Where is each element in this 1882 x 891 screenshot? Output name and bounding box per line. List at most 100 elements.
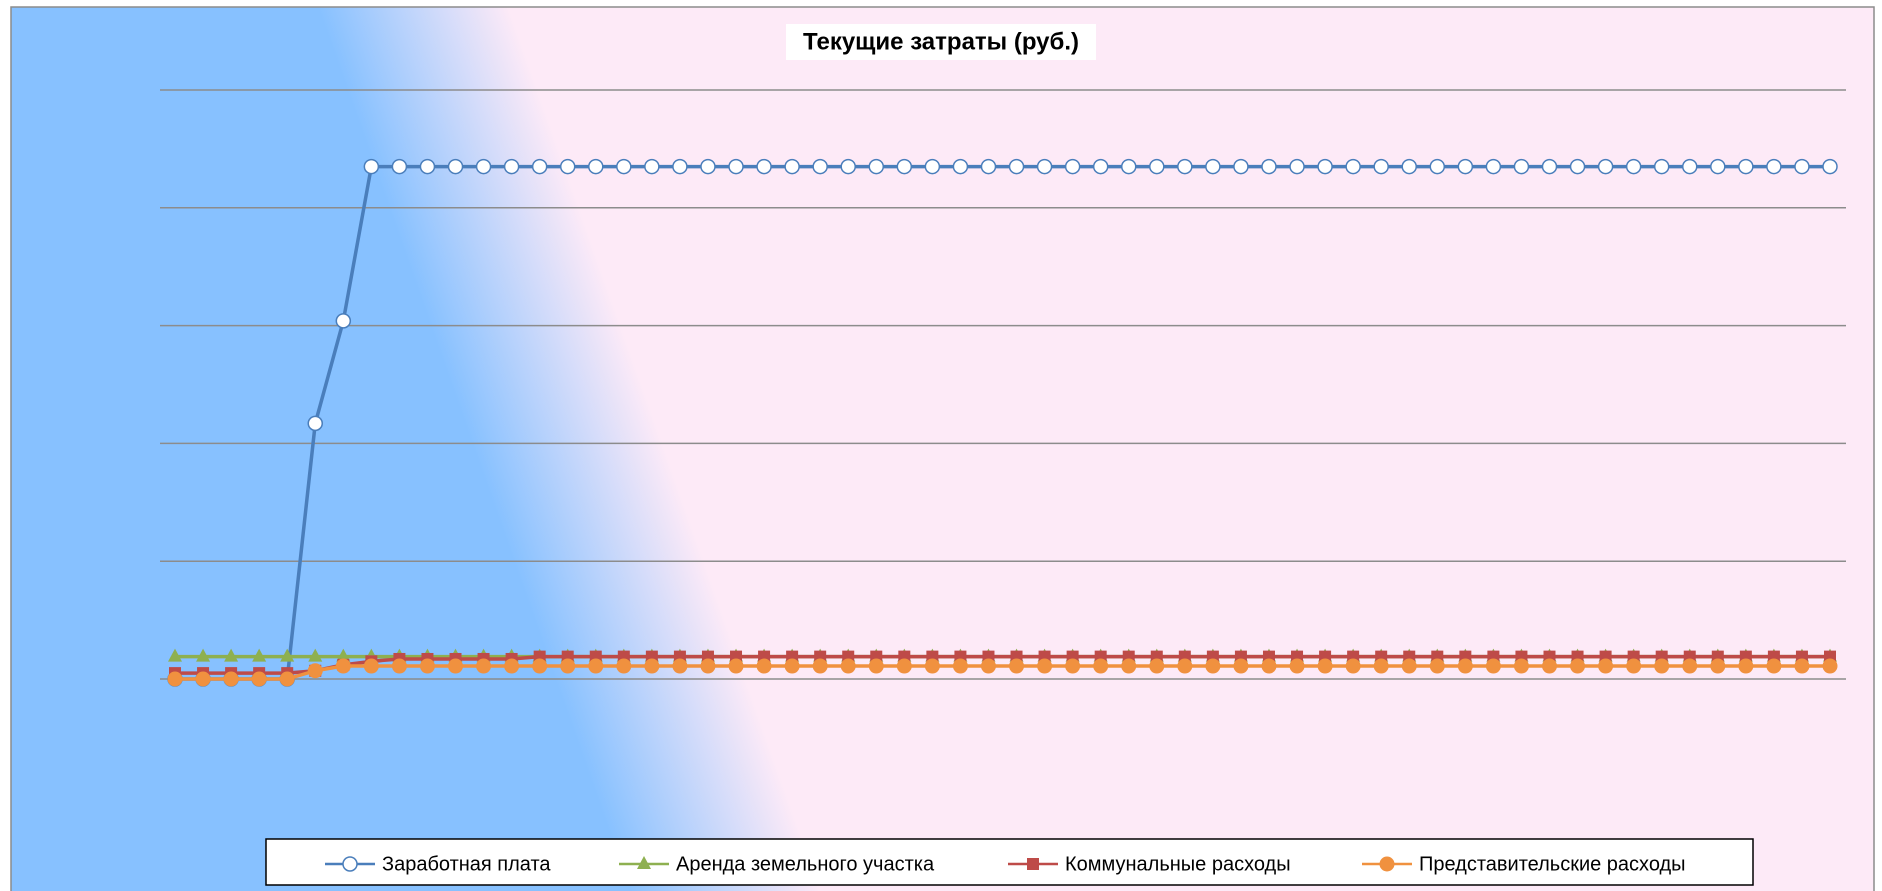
data-point <box>1822 658 1838 674</box>
data-point <box>616 158 632 175</box>
data-point <box>896 658 912 674</box>
data-point <box>1766 158 1782 175</box>
data-point <box>1429 658 1445 674</box>
data-point <box>924 158 941 175</box>
data-point <box>840 658 856 674</box>
data-point <box>224 648 239 662</box>
data-point <box>728 658 744 674</box>
data-point <box>1401 658 1417 674</box>
data-point <box>391 658 407 674</box>
data-point <box>1626 658 1642 674</box>
data-point <box>952 658 968 674</box>
data-point <box>1261 658 1277 674</box>
data-point <box>644 158 660 175</box>
data-point <box>1177 158 1193 175</box>
data-point <box>279 671 295 687</box>
data-point <box>1233 158 1249 175</box>
data-point <box>616 658 632 674</box>
data-point <box>335 658 351 674</box>
data-point <box>644 658 660 674</box>
data-point <box>1682 658 1698 674</box>
data-point <box>1177 658 1193 674</box>
data-point <box>756 158 772 175</box>
data-point <box>1654 658 1670 674</box>
data-point <box>1401 158 1417 175</box>
data-point <box>419 658 435 674</box>
data-point <box>1065 658 1081 674</box>
data-point <box>1373 658 1389 674</box>
data-point <box>1149 658 1165 674</box>
data-point <box>1653 158 1670 175</box>
data-point <box>560 658 576 674</box>
data-point <box>223 671 239 687</box>
legend-marker <box>637 856 651 869</box>
data-point <box>195 671 211 687</box>
data-point <box>363 658 379 674</box>
data-point <box>336 648 351 662</box>
data-point <box>1541 658 1557 674</box>
data-point <box>1710 658 1726 674</box>
legend <box>265 838 1754 886</box>
data-point <box>419 158 436 175</box>
data-point <box>307 415 324 432</box>
data-point <box>1738 658 1754 674</box>
data-point <box>1205 658 1221 674</box>
data-point <box>1766 658 1782 674</box>
data-point <box>252 648 267 662</box>
data-point <box>335 313 352 329</box>
data-point <box>308 648 323 662</box>
data-point <box>1541 158 1558 175</box>
data-point <box>1317 158 1333 175</box>
data-point <box>1710 158 1726 175</box>
data-point <box>1121 658 1137 674</box>
data-point <box>448 658 464 674</box>
legend-label: Аренда земельного участка <box>676 853 935 875</box>
data-point <box>391 158 408 175</box>
legend-marker <box>1379 856 1395 872</box>
title-box <box>786 24 1096 60</box>
data-point <box>784 158 800 175</box>
data-point <box>1037 658 1053 674</box>
data-point <box>756 658 772 674</box>
data-point <box>1345 158 1361 175</box>
data-point <box>1064 158 1081 175</box>
legend-label: Коммунальные расходы <box>1065 853 1291 875</box>
data-point <box>1289 158 1305 175</box>
data-point <box>1597 158 1614 175</box>
data-point <box>784 658 800 674</box>
data-point <box>280 648 295 662</box>
data-point <box>1738 158 1754 175</box>
data-point <box>1149 158 1165 175</box>
data-point <box>1093 658 1109 674</box>
data-point <box>672 658 688 674</box>
data-point <box>1513 158 1530 175</box>
data-point <box>1345 658 1361 674</box>
data-point <box>1598 658 1614 674</box>
data-point <box>1457 158 1474 175</box>
chart-title: Текущие затраты (руб.) <box>803 28 1079 55</box>
data-point <box>1317 658 1333 674</box>
data-point <box>1681 158 1698 175</box>
data-point <box>1794 158 1810 175</box>
data-point <box>728 158 744 175</box>
data-point <box>700 158 716 175</box>
data-point <box>1009 658 1025 674</box>
data-point <box>1205 158 1221 175</box>
data-point <box>1092 158 1109 175</box>
data-point <box>1794 658 1810 674</box>
legend-marker <box>1027 858 1039 870</box>
data-point <box>1036 158 1053 175</box>
data-point <box>980 158 997 175</box>
data-point <box>559 158 576 175</box>
chart-area <box>10 6 1875 891</box>
legend-label: Представительские расходы <box>1419 853 1686 875</box>
data-point <box>868 158 885 175</box>
data-point <box>980 658 996 674</box>
data-point <box>588 158 604 175</box>
data-point <box>812 158 828 175</box>
data-point <box>812 658 828 674</box>
data-point <box>307 663 323 679</box>
data-point <box>1457 658 1473 674</box>
